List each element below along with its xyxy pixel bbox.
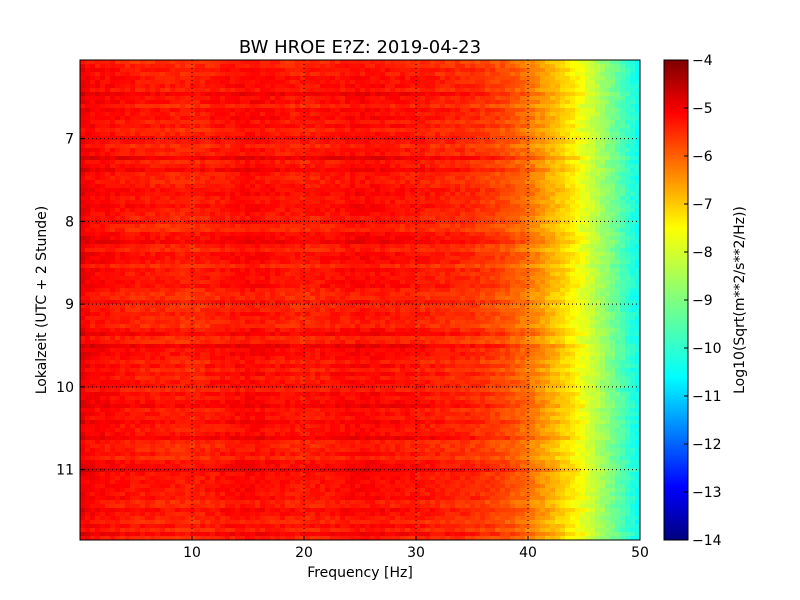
x-axis-ticks: 10 20 30 40 50 bbox=[183, 536, 649, 561]
y-tick-label: 9 bbox=[65, 297, 74, 313]
colorbar-tick-label: −14 bbox=[692, 533, 722, 549]
y-tick-label: 10 bbox=[56, 380, 74, 396]
y-tick-label: 11 bbox=[56, 463, 74, 479]
y-tick-label: 8 bbox=[65, 214, 74, 230]
x-tick-label: 20 bbox=[295, 545, 313, 561]
colorbar-tick-label: −7 bbox=[692, 197, 713, 213]
colorbar-tick-label: −6 bbox=[692, 149, 713, 165]
chart-title: BW HROE E?Z: 2019-04-23 bbox=[239, 37, 481, 58]
colorbar-tick-label: −10 bbox=[692, 341, 722, 357]
grid-lines bbox=[80, 60, 640, 540]
x-tick-label: 50 bbox=[631, 545, 649, 561]
y-tick-label: 7 bbox=[65, 132, 74, 148]
spectrogram-heatmap bbox=[80, 60, 640, 540]
colorbar-tick-label: −9 bbox=[692, 293, 713, 309]
plot-frame bbox=[79, 59, 641, 541]
colorbar-label: Log10(Sqrt(m**2/s**2/Hz)) bbox=[732, 206, 748, 394]
colorbar-tick-label: −11 bbox=[692, 389, 722, 405]
colorbar-tick-label: −8 bbox=[692, 245, 713, 261]
y-axis-label: Lokalzeit (UTC + 2 Stunde) bbox=[34, 206, 50, 395]
y-axis-ticks: 7 8 9 10 11 bbox=[56, 132, 84, 479]
colorbar-tick-label: −4 bbox=[692, 53, 713, 69]
x-tick-label: 30 bbox=[407, 545, 425, 561]
x-tick-label: 40 bbox=[519, 545, 537, 561]
colorbar-tick-label: −12 bbox=[692, 437, 722, 453]
colorbar-tick-label: −5 bbox=[692, 101, 713, 117]
x-tick-label: 10 bbox=[183, 545, 201, 561]
colorbar-ticks: −4 −5 −6 −7 −8 −9 −10 −11 −12 −13 −14 bbox=[684, 53, 722, 549]
colorbar-tick-label: −13 bbox=[692, 485, 722, 501]
x-axis-label: Frequency [Hz] bbox=[307, 565, 413, 581]
